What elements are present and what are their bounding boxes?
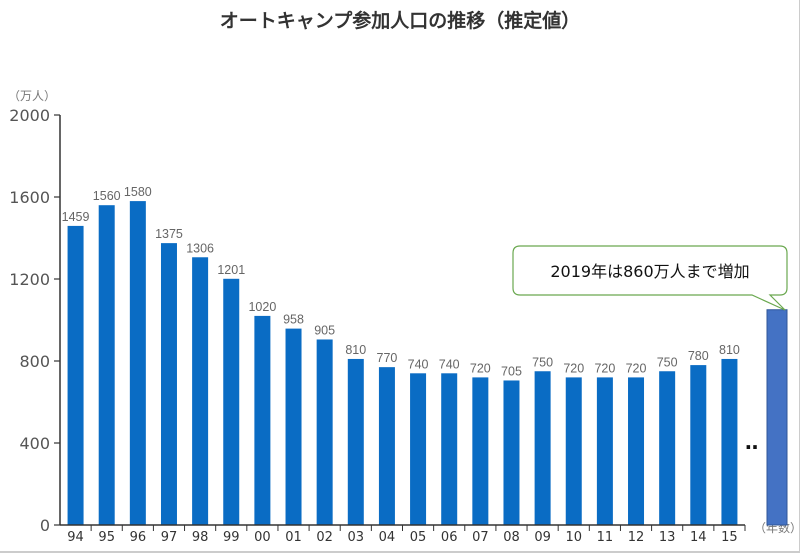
- bar-05: [410, 373, 427, 525]
- x-axis-unit-label: （年数）: [754, 520, 800, 535]
- value-label: 1020: [248, 300, 276, 314]
- x-tick-label: 96: [130, 530, 147, 545]
- bar-06: [441, 373, 458, 525]
- x-tick-label: 06: [441, 530, 458, 545]
- x-tick-label: 03: [348, 530, 365, 545]
- value-label: 1306: [186, 241, 214, 255]
- x-tick-label: 94: [67, 530, 84, 545]
- x-tick-label: 95: [98, 530, 115, 545]
- value-label: 770: [377, 351, 398, 365]
- value-label: 720: [563, 361, 584, 375]
- x-tick-label: 12: [628, 530, 645, 545]
- value-label: 810: [719, 343, 740, 357]
- y-tick-label: 1200: [9, 270, 50, 289]
- x-tick-label: 04: [379, 530, 396, 545]
- value-label: 1375: [155, 227, 183, 241]
- value-label: 740: [408, 357, 429, 371]
- x-tick-label: 01: [285, 530, 302, 545]
- bar-98: [192, 257, 209, 525]
- bar-10: [565, 377, 582, 525]
- bar-99: [223, 278, 240, 525]
- value-label: 905: [314, 323, 335, 337]
- value-label: 1560: [93, 189, 121, 203]
- x-tick-label: 00: [254, 530, 271, 545]
- y-axis-ticks: 0 400 800 1200 1600 2000: [9, 106, 60, 535]
- value-label: 958: [283, 313, 304, 327]
- bar-01: [285, 328, 302, 525]
- x-tick-label: 97: [161, 530, 178, 545]
- bar-13: [659, 371, 676, 525]
- y-axis-unit-label: （万人）: [8, 89, 56, 103]
- x-tick-label: 05: [410, 530, 427, 545]
- value-label: 750: [657, 355, 678, 369]
- x-axis-ticks: [90, 525, 746, 531]
- category-labels-group: 94 95 96 97 98 99 00 01 02 03 04 05 06 07 08 09 10 11 12 13…: [67, 530, 737, 545]
- bar-11: [596, 377, 613, 525]
- annotation-text: 2019年は860万人まで増加: [550, 262, 749, 281]
- value-label: 1580: [124, 185, 152, 199]
- value-label: 780: [688, 349, 709, 363]
- bar-95: [98, 205, 115, 525]
- annotation-callout: 2019年は860万人まで増加: [512, 245, 788, 311]
- y-tick-label: 0: [40, 516, 50, 535]
- bar-12: [628, 377, 645, 525]
- bar-08: [503, 380, 520, 525]
- bar-96: [129, 201, 146, 525]
- bar-04: [378, 367, 395, 525]
- bar-97: [160, 243, 177, 525]
- x-tick-label: 08: [503, 530, 520, 545]
- bar-09: [534, 371, 551, 525]
- value-label: 740: [439, 357, 460, 371]
- x-tick-label: 13: [659, 530, 676, 545]
- y-tick-label: 800: [19, 352, 50, 371]
- x-tick-label: 98: [192, 530, 209, 545]
- x-tick-label: 09: [534, 530, 551, 545]
- x-tick-label: 10: [565, 530, 582, 545]
- bar-03: [347, 358, 364, 525]
- bar-02: [316, 339, 333, 525]
- bar-07: [472, 377, 489, 525]
- bar-2019: [766, 309, 788, 526]
- value-label: 810: [345, 343, 366, 357]
- y-tick-label: 1600: [9, 188, 50, 207]
- x-tick-label: 07: [472, 530, 489, 545]
- ellipsis-mark: ‥: [745, 430, 758, 454]
- bar-00: [254, 315, 271, 525]
- bar-15: [721, 358, 738, 525]
- y-tick-label: 400: [19, 434, 50, 453]
- annotation-box: [512, 245, 788, 311]
- x-tick-label: 14: [690, 530, 707, 545]
- x-tick-label: 99: [223, 530, 240, 545]
- value-label: 705: [501, 364, 522, 378]
- value-label: 1201: [217, 263, 245, 277]
- value-label: 750: [532, 355, 553, 369]
- x-tick-label: 15: [721, 530, 738, 545]
- bars-group: [67, 201, 738, 525]
- bar-94: [67, 225, 84, 525]
- value-label: 1459: [62, 210, 90, 224]
- value-label: 720: [626, 361, 647, 375]
- y-tick-label: 2000: [9, 106, 50, 125]
- x-tick-label: 11: [597, 530, 614, 545]
- bar-14: [690, 365, 707, 525]
- chart-title: オートキャンプ参加人口の推移（推定値）: [220, 9, 580, 32]
- value-label: 720: [594, 361, 615, 375]
- x-tick-label: 02: [316, 530, 333, 545]
- value-label: 720: [470, 361, 491, 375]
